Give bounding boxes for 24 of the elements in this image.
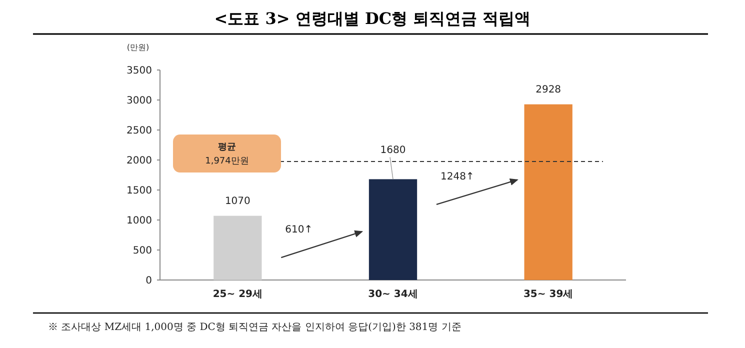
y-tick-label: 1000	[126, 216, 152, 226]
bar	[368, 179, 418, 280]
ref-label: 평균 1,974만원	[173, 134, 281, 173]
data-label: 1680	[380, 145, 406, 156]
annotation: 1248↑	[440, 171, 474, 182]
ref-line-label: 평균 1,974만원	[205, 142, 249, 167]
data-label: 2928	[536, 84, 562, 96]
y-tick-label: 2000	[126, 156, 152, 166]
y-tick-label: 3500	[126, 66, 152, 76]
text: ※ 조사대상 MZ세대 1,000명 중 DC형 퇴직연금 자산을 인지하여 응답(기입)한 381명 기준	[48, 322, 462, 333]
bar	[524, 104, 572, 280]
y-tick-label: 0	[146, 276, 152, 286]
data-label: 1070	[224, 196, 250, 207]
x-tick-label: 25~ 29세	[212, 289, 263, 300]
x-tick-label: 35~ 39세	[523, 289, 574, 300]
y-tick-label: 2500	[126, 126, 152, 136]
bar	[214, 216, 262, 280]
y-tick-label: 1500	[126, 186, 152, 196]
annotation: 610↑	[285, 224, 313, 236]
chart-title: <도표 3> 연령대별 DC형 퇴직연금 적립액	[214, 9, 531, 28]
y-tick-label: 3000	[126, 96, 152, 106]
y-axis-title: (만원)	[126, 43, 150, 52]
y-tick-label: 500	[132, 246, 152, 256]
x-tick-label: 30~ 34세	[368, 289, 418, 300]
